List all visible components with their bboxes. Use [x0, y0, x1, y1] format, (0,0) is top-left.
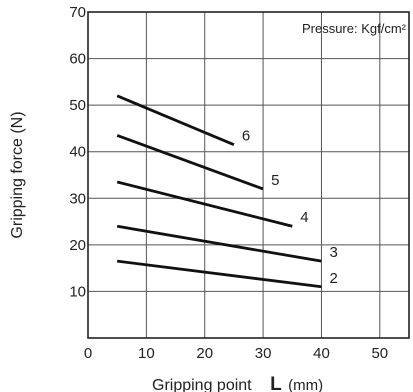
series-line-6 [116, 94, 235, 147]
x-axis-ticks: 0 10 20 30 40 50 [84, 345, 388, 362]
series-label-6: 6 [242, 128, 250, 145]
series-line-5 [116, 134, 264, 191]
series-lines: 2 3 4 5 6 [116, 94, 338, 289]
x-tick-label: 50 [371, 345, 388, 362]
y-tick-label: 40 [69, 144, 86, 161]
series-label-2: 2 [329, 270, 337, 287]
y-tick-label: 70 [69, 4, 86, 21]
y-tick-label: 30 [69, 190, 86, 207]
grid-lines [88, 12, 409, 338]
series-label-3: 3 [329, 244, 337, 261]
series-label-5: 5 [271, 172, 279, 189]
y-tick-label: 60 [69, 51, 86, 68]
x-tick-label: 20 [196, 345, 213, 362]
x-tick-label: 40 [313, 345, 330, 362]
y-tick-label: 50 [69, 97, 86, 114]
series-line-3 [116, 224, 322, 263]
y-axis-title: Gripping force (N) [9, 111, 26, 238]
series-line-2 [117, 259, 322, 289]
x-axis-title-symbol: L [270, 374, 282, 392]
x-axis-title-unit: (mm) [288, 377, 323, 392]
x-tick-label: 10 [138, 345, 155, 362]
y-tick-label: 10 [69, 283, 86, 300]
y-axis-ticks: 10 20 30 40 50 60 70 [69, 4, 86, 300]
series-label-4: 4 [300, 209, 308, 226]
x-axis-title-text: Gripping point [152, 377, 252, 392]
y-tick-label: 20 [69, 237, 86, 254]
x-tick-label: 0 [84, 345, 92, 362]
plot-frame [87, 11, 410, 339]
pressure-unit-note: Pressure: Kgf/cm² [302, 21, 407, 36]
x-tick-label: 30 [255, 345, 272, 362]
series-line-4 [116, 180, 293, 228]
x-axis-title: Gripping point L (mm) [152, 374, 323, 392]
